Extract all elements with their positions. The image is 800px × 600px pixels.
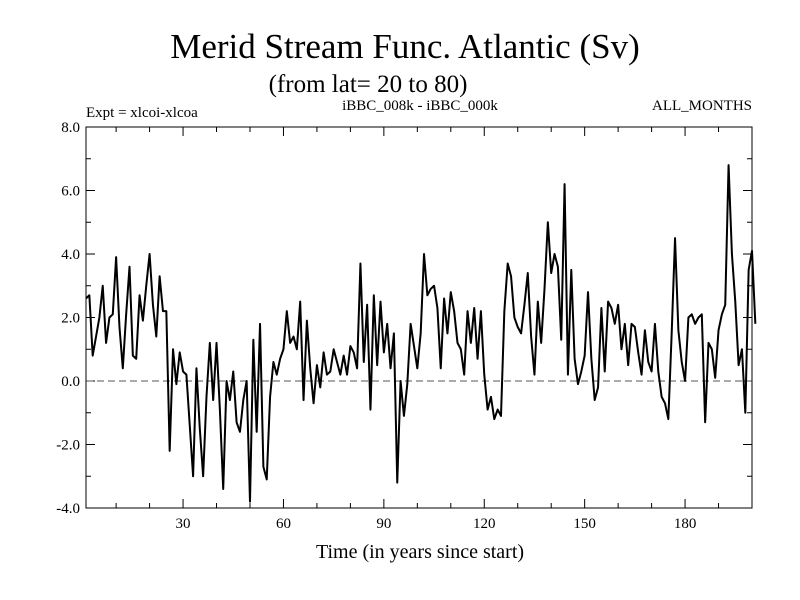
x-axis-title: Time (in years since start)	[316, 541, 524, 563]
period-label: ALL_MONTHS	[652, 98, 752, 114]
x-tick-label: 90	[376, 516, 391, 532]
y-tick-label: 0.0	[61, 374, 80, 390]
chart-subtitle: (from lat= 20 to 80)	[269, 71, 468, 98]
comparison-label: iBBC_008k - iBBC_000k	[342, 98, 498, 114]
y-tick-label: 2.0	[61, 311, 80, 327]
x-tick-label: 30	[176, 516, 191, 532]
y-tick-label: 8.0	[61, 120, 80, 136]
x-tick-label: 120	[473, 516, 496, 532]
plot-frame	[85, 126, 753, 509]
x-axis-ticks: 30 60 90 120 150 180	[115, 127, 720, 532]
y-tick-label: -2.0	[56, 438, 80, 454]
y-axis-ticks: -4.0 -2.0 0.0 2.0 4.0 6.0 8.0	[56, 120, 752, 517]
y-tick-label: 4.0	[61, 247, 80, 263]
experiment-label: Expt = xlcoi-xlcoa	[86, 105, 198, 121]
plot-area: -4.0 -2.0 0.0 2.0 4.0 6.0 8.0 30 60 90 120 150 180	[56, 120, 757, 532]
series-line	[85, 164, 757, 503]
chart-title: Merid Stream Func. Atlantic (Sv)	[170, 27, 640, 66]
x-tick-label: 150	[573, 516, 596, 532]
y-tick-label: 6.0	[61, 184, 80, 200]
x-tick-label: 60	[276, 516, 291, 532]
y-tick-label: -4.0	[56, 501, 80, 517]
x-tick-label: 180	[674, 516, 697, 532]
